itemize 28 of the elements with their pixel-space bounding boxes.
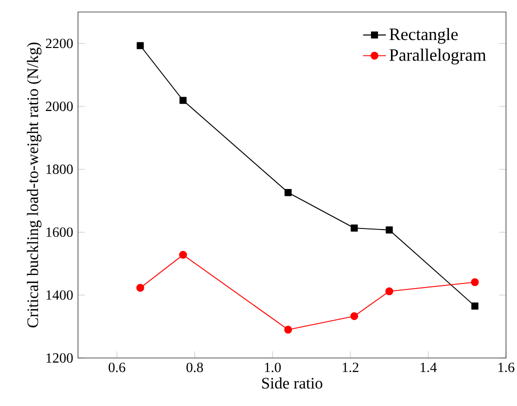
y-tick-label: 2000 xyxy=(46,102,73,112)
y-tick-label: 1800 xyxy=(46,164,73,174)
point xyxy=(471,302,478,310)
x-tick-label: 1.4 xyxy=(420,362,437,372)
point xyxy=(284,189,292,196)
point xyxy=(385,287,394,296)
x-tick-label: 0.8 xyxy=(186,362,203,372)
point xyxy=(386,226,393,234)
legend-label: Rectangle xyxy=(390,28,458,44)
x-tick-label: 1.2 xyxy=(342,362,358,372)
x-tick-label: 1.6 xyxy=(498,362,514,372)
y-tick-label: 1400 xyxy=(46,290,73,300)
y-axis-title: Critical buckling load-to-weight ratio (N/kg) xyxy=(26,42,42,328)
y-tick-label: 1200 xyxy=(46,353,73,363)
point xyxy=(350,224,358,232)
point xyxy=(350,312,358,320)
point xyxy=(136,284,144,292)
y-tick-label: 1600 xyxy=(46,227,73,237)
point xyxy=(179,250,187,259)
point xyxy=(284,326,292,334)
x-tick-label: 1.0 xyxy=(265,362,281,372)
legend-label: Parallelogram xyxy=(390,48,486,64)
y-tick-label: 2200 xyxy=(46,38,73,48)
point xyxy=(180,96,187,104)
point xyxy=(136,42,144,50)
x-axis-title: Side ratio xyxy=(262,377,322,389)
x-tick-label: 0.6 xyxy=(108,362,126,372)
point xyxy=(470,278,479,286)
